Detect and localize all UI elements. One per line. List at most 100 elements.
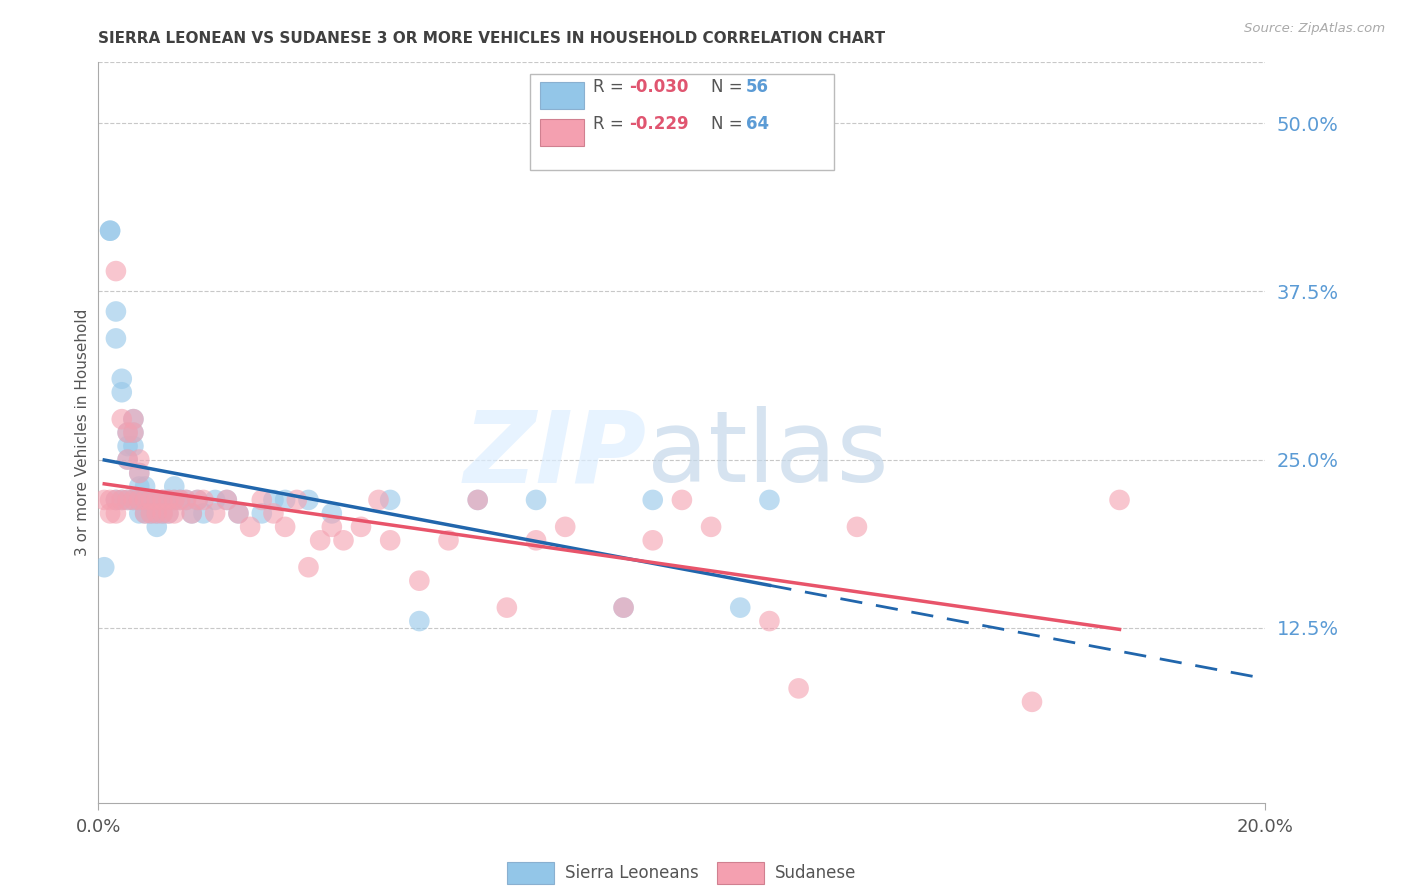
- Text: R =: R =: [593, 78, 630, 95]
- Point: [380, 533, 402, 548]
- Point: [122, 412, 145, 426]
- Point: [193, 507, 215, 521]
- FancyBboxPatch shape: [530, 73, 834, 169]
- Point: [128, 492, 150, 507]
- Point: [187, 492, 209, 507]
- Text: SIERRA LEONEAN VS SUDANESE 3 OR MORE VEHICLES IN HOUSEHOLD CORRELATION CHART: SIERRA LEONEAN VS SUDANESE 3 OR MORE VEH…: [98, 31, 886, 46]
- Point: [146, 520, 169, 534]
- Text: atlas: atlas: [647, 407, 889, 503]
- Point: [641, 492, 664, 507]
- Point: [152, 492, 174, 507]
- Text: Source: ZipAtlas.com: Source: ZipAtlas.com: [1244, 22, 1385, 36]
- Point: [250, 507, 273, 521]
- Point: [787, 681, 810, 696]
- Point: [437, 533, 460, 548]
- Point: [122, 492, 145, 507]
- Point: [117, 425, 139, 440]
- Text: ZIP: ZIP: [464, 407, 647, 503]
- Point: [146, 492, 169, 507]
- Point: [204, 492, 226, 507]
- Point: [350, 520, 373, 534]
- Text: N =: N =: [711, 115, 748, 133]
- Point: [228, 507, 250, 521]
- Point: [467, 492, 489, 507]
- Point: [332, 533, 354, 548]
- Text: Sierra Leoneans: Sierra Leoneans: [565, 864, 699, 882]
- Point: [262, 492, 284, 507]
- Point: [122, 425, 145, 440]
- Text: N =: N =: [711, 78, 748, 95]
- FancyBboxPatch shape: [540, 82, 583, 109]
- Point: [524, 533, 547, 548]
- Point: [134, 492, 156, 507]
- Point: [239, 520, 262, 534]
- Point: [408, 574, 430, 588]
- Point: [104, 331, 127, 345]
- Point: [1021, 695, 1043, 709]
- Point: [104, 492, 127, 507]
- Point: [111, 412, 134, 426]
- Point: [152, 507, 174, 521]
- Y-axis label: 3 or more Vehicles in Household: 3 or more Vehicles in Household: [75, 309, 90, 557]
- Point: [321, 507, 343, 521]
- Point: [134, 507, 156, 521]
- Point: [98, 224, 121, 238]
- Point: [117, 452, 139, 467]
- Point: [157, 507, 180, 521]
- Point: [152, 507, 174, 521]
- Point: [262, 507, 284, 521]
- Point: [758, 614, 780, 628]
- Point: [139, 492, 162, 507]
- Point: [524, 492, 547, 507]
- Point: [122, 412, 145, 426]
- Point: [122, 425, 145, 440]
- FancyBboxPatch shape: [717, 862, 763, 884]
- Point: [117, 492, 139, 507]
- Point: [98, 507, 121, 521]
- Point: [111, 492, 134, 507]
- Point: [228, 507, 250, 521]
- Point: [215, 492, 238, 507]
- Point: [496, 600, 519, 615]
- Point: [111, 385, 134, 400]
- Point: [641, 533, 664, 548]
- Point: [187, 492, 209, 507]
- Point: [111, 372, 134, 386]
- Point: [98, 492, 121, 507]
- Point: [93, 560, 115, 574]
- Point: [671, 492, 693, 507]
- Point: [139, 492, 162, 507]
- Point: [215, 492, 238, 507]
- Point: [122, 492, 145, 507]
- Text: Sudanese: Sudanese: [775, 864, 856, 882]
- Point: [128, 452, 150, 467]
- Point: [612, 600, 634, 615]
- Point: [139, 507, 162, 521]
- Point: [408, 614, 430, 628]
- Point: [157, 507, 180, 521]
- Point: [111, 492, 134, 507]
- Point: [554, 520, 576, 534]
- Point: [128, 492, 150, 507]
- FancyBboxPatch shape: [540, 120, 583, 146]
- Point: [128, 466, 150, 480]
- Point: [122, 439, 145, 453]
- Point: [297, 492, 319, 507]
- Text: 64: 64: [747, 115, 769, 133]
- Point: [730, 600, 752, 615]
- Point: [117, 452, 139, 467]
- Text: -0.030: -0.030: [630, 78, 689, 95]
- Point: [98, 224, 121, 238]
- Point: [134, 479, 156, 493]
- Point: [163, 492, 186, 507]
- Point: [274, 492, 297, 507]
- Point: [146, 507, 169, 521]
- Point: [174, 492, 197, 507]
- Point: [380, 492, 402, 507]
- Text: 56: 56: [747, 78, 769, 95]
- Point: [285, 492, 308, 507]
- Point: [297, 560, 319, 574]
- Point: [309, 533, 332, 548]
- Point: [274, 520, 297, 534]
- Point: [104, 507, 127, 521]
